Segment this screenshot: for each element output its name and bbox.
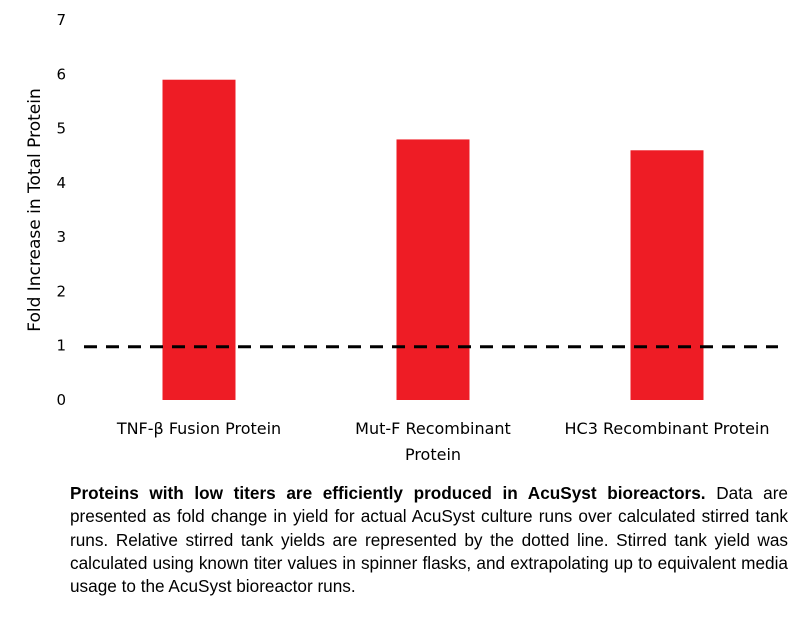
y-axis-label: Fold Increase in Total Protein — [25, 88, 45, 331]
bar-chart: 0 1 2 3 4 5 6 7 TNF-β Fusion Protein Mut-F Recom… — [25, 11, 778, 464]
caption-bold: Proteins with low titers are efficiently… — [70, 483, 706, 503]
category-label: Protein — [405, 445, 461, 464]
bar — [630, 150, 704, 400]
y-tick-label: 3 — [56, 228, 66, 246]
category-label: Mut-F Recombinant — [355, 419, 511, 438]
y-tick-label: 0 — [56, 391, 66, 409]
bar — [396, 139, 470, 400]
bar — [162, 79, 236, 400]
category-labels: TNF-β Fusion Protein Mut-F Recombinant Pro… — [116, 419, 770, 464]
caption-text: Data are presented as fold change in yie… — [70, 483, 788, 597]
y-tick-label: 6 — [56, 65, 66, 83]
y-tick-label: 7 — [56, 11, 66, 29]
bars — [162, 79, 704, 400]
y-tick-label: 1 — [56, 337, 66, 355]
category-label: HC3 Recombinant Protein — [564, 419, 769, 438]
y-tick-label: 5 — [56, 120, 66, 138]
category-label: TNF-β Fusion Protein — [116, 419, 281, 438]
y-axis: 0 1 2 3 4 5 6 7 — [56, 11, 66, 409]
figure-caption: Proteins with low titers are efficiently… — [70, 482, 788, 598]
y-tick-label: 2 — [56, 282, 66, 300]
y-tick-label: 4 — [56, 174, 66, 192]
